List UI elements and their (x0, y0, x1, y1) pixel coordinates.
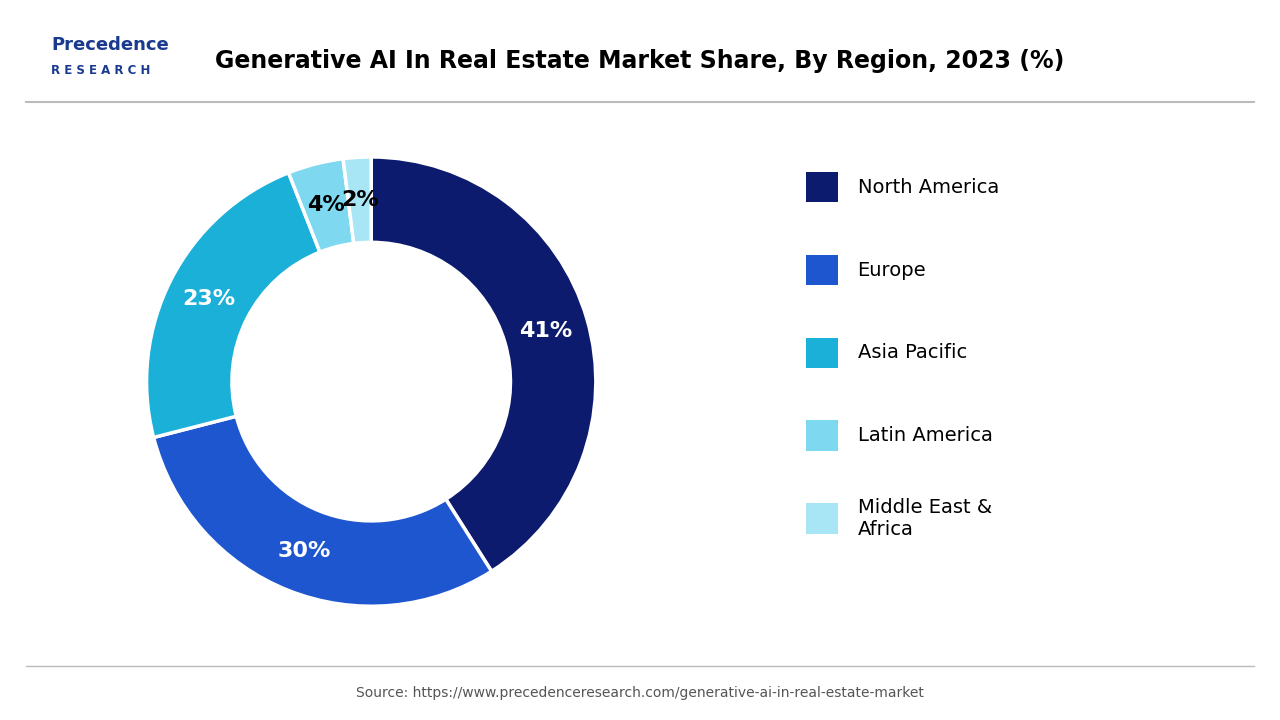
Wedge shape (288, 158, 353, 252)
Wedge shape (343, 157, 371, 243)
Text: Generative AI In Real Estate Market Share, By Region, 2023 (%): Generative AI In Real Estate Market Shar… (215, 49, 1065, 73)
Text: Latin America: Latin America (858, 426, 992, 445)
Text: Source: https://www.precedenceresearch.com/generative-ai-in-real-estate-market: Source: https://www.precedenceresearch.c… (356, 685, 924, 700)
Text: 2%: 2% (340, 190, 379, 210)
Text: Precedence: Precedence (51, 36, 169, 55)
Text: 30%: 30% (278, 541, 332, 561)
Text: Europe: Europe (858, 261, 927, 279)
Text: R E S E A R C H: R E S E A R C H (51, 64, 151, 77)
Text: 4%: 4% (307, 195, 344, 215)
Text: North America: North America (858, 178, 998, 197)
Text: 41%: 41% (520, 321, 572, 341)
Text: 23%: 23% (183, 289, 236, 309)
Wedge shape (371, 157, 595, 571)
Text: Asia Pacific: Asia Pacific (858, 343, 966, 362)
Wedge shape (154, 416, 492, 606)
Wedge shape (147, 173, 320, 438)
Text: Middle East &
Africa: Middle East & Africa (858, 498, 992, 539)
